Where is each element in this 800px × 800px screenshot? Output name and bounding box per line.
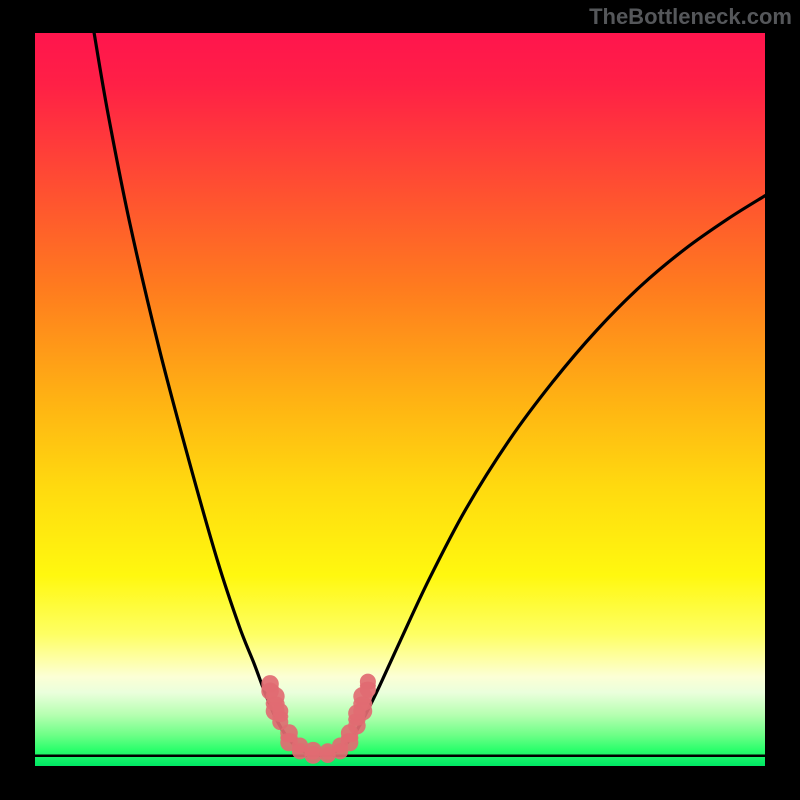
valley-marker <box>304 742 322 764</box>
valley-marker <box>360 674 376 698</box>
bottleneck-curve-svg <box>35 33 765 766</box>
bottleneck-curve <box>94 33 765 755</box>
bottleneck-chart <box>35 33 765 766</box>
watermark-text: TheBottleneck.com <box>589 4 792 30</box>
